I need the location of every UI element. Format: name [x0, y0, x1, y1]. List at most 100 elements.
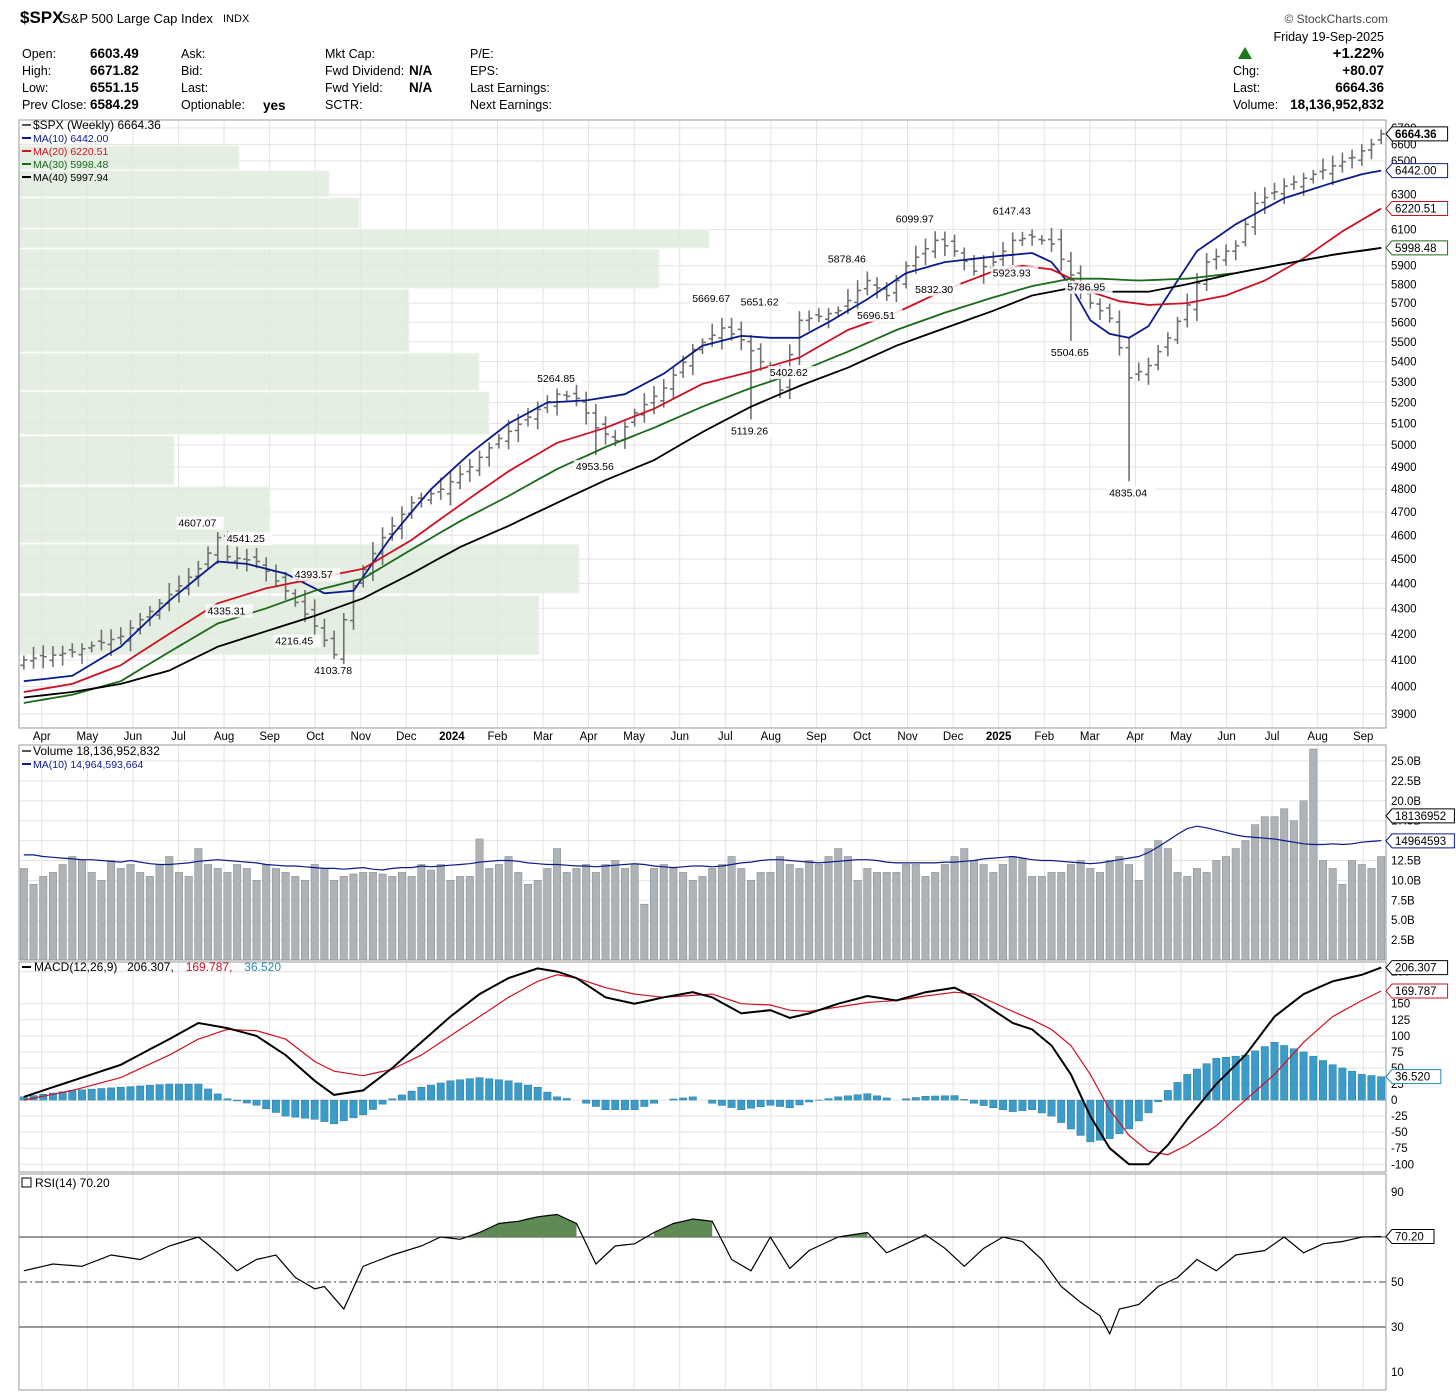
ohlc-bar — [1280, 178, 1288, 205]
volume-bar — [68, 856, 77, 961]
ohlc-bar — [825, 308, 833, 329]
volume-bar — [679, 872, 688, 961]
macd-histogram-bar — [1319, 1060, 1327, 1101]
ohlc-bar — [999, 242, 1007, 267]
volume-bar — [591, 872, 600, 961]
volume-bar — [310, 864, 319, 961]
macd-histogram-bar — [1251, 1050, 1260, 1101]
x-axis-label: Oct — [306, 731, 325, 743]
ohlc-bar — [427, 489, 435, 505]
last-value: 6664.36 — [1335, 80, 1384, 95]
volume-bar — [339, 876, 348, 961]
y-tick-label: 3900 — [1391, 709, 1417, 721]
macd-histogram-bar — [640, 1099, 649, 1107]
price-panel: 3900 4000 4100 4200 4300 4400 4500 4600 4700 4800… — [18, 118, 1449, 743]
volume-bar — [950, 856, 959, 961]
volume-by-price-bar — [18, 391, 490, 435]
macd-histogram-bar — [1115, 1099, 1124, 1135]
annotation-bg — [1048, 345, 1097, 359]
macd-histogram-bar — [1037, 1099, 1046, 1114]
macd-histogram-bar — [650, 1099, 658, 1104]
volume-bar — [921, 876, 930, 961]
ohlc-bar — [233, 546, 241, 570]
ohlc-bar — [1212, 248, 1220, 270]
y-tick-label: -100 — [1391, 1159, 1414, 1171]
price-annotation: 5923.93 — [993, 267, 1031, 279]
volume-bar — [174, 872, 183, 961]
volume-bar — [494, 864, 503, 961]
ohlc-bar — [505, 419, 513, 450]
x-axis-label: Oct — [853, 731, 872, 743]
ohlc-bar — [1067, 252, 1075, 341]
volume-bar — [145, 876, 154, 961]
macd-histogram-bar — [1193, 1068, 1201, 1101]
macd-histogram-bar — [1241, 1054, 1250, 1101]
y-tick-label: 5600 — [1391, 317, 1417, 329]
macd-histogram-bar — [213, 1093, 222, 1101]
value-flag — [1385, 126, 1449, 142]
y-tick-label: 5200 — [1391, 398, 1417, 410]
y-tick-label: 50 — [1391, 1277, 1404, 1289]
volume-bar — [78, 860, 87, 961]
ohlc-bar — [1290, 175, 1298, 190]
brand-watermark[interactable]: © StockCharts.com — [1284, 12, 1388, 26]
volume-bar — [1348, 860, 1357, 961]
high-label: High: — [22, 64, 52, 78]
macd-histogram-bar — [1076, 1099, 1085, 1136]
volume-bar — [1231, 848, 1240, 961]
macd-histogram-bar — [87, 1088, 96, 1101]
ohlc-bar — [534, 401, 542, 430]
y-tick-label: 5100 — [1391, 419, 1417, 431]
y-tick-label: 25.0B — [1391, 756, 1421, 768]
quote-date: Friday 19-Sep-2025 — [1273, 30, 1384, 44]
macd-histogram-bar — [1066, 1099, 1075, 1130]
volume-by-price-bar — [18, 289, 410, 353]
value-flag — [1385, 240, 1449, 256]
volume-bar — [640, 903, 649, 961]
ohlc-bar — [902, 261, 910, 289]
y-tick-label: 22.5B — [1391, 776, 1421, 788]
volume-bar — [882, 872, 891, 961]
volume-bar — [1183, 876, 1192, 961]
panel-frame — [18, 1173, 1387, 1391]
volume-bar — [1163, 848, 1172, 961]
ohlc-bar — [68, 643, 76, 658]
volume-bar — [698, 876, 707, 961]
volume-bar — [456, 876, 465, 961]
macd-panel: -100-75-50-250255075100125150200MACD(12,… — [18, 960, 1449, 1173]
value-flag-text: 169.787 — [1395, 986, 1437, 998]
symbol: $SPX — [20, 8, 64, 27]
annotation-bg — [990, 204, 1039, 218]
volume-bar — [1222, 856, 1231, 961]
volume-bar — [805, 860, 814, 961]
volume-bar — [436, 864, 445, 961]
open-value: 6603.49 — [90, 46, 139, 61]
ohlc-bar — [1048, 227, 1056, 252]
macd-histogram-bar — [175, 1083, 183, 1101]
ohlc-bar — [330, 630, 338, 659]
panel-frame — [18, 744, 1387, 961]
volume-bar — [582, 864, 591, 961]
macd-histogram-bar — [1134, 1099, 1143, 1122]
annotation-bg — [273, 634, 321, 648]
volume-bar — [281, 872, 290, 961]
y-tick-label: 5400 — [1391, 357, 1417, 369]
macd-histogram-bar — [960, 1099, 969, 1101]
y-tick-label: 20.0B — [1391, 796, 1421, 808]
volume-bar — [1270, 816, 1279, 961]
ohlc-bar — [476, 450, 484, 477]
ohlc-bar — [253, 548, 261, 569]
value-flag — [1385, 1229, 1435, 1245]
ohlc-bar — [863, 271, 871, 296]
y-tick-label: 90 — [1391, 1187, 1404, 1199]
price-annotation: 5402.62 — [770, 367, 808, 379]
macd-histogram-bar — [330, 1099, 339, 1125]
volume-bar — [58, 864, 67, 961]
y-tick-label: 150 — [1391, 999, 1410, 1011]
legend-entry: RSI(14) 70.20 — [35, 1176, 110, 1190]
volume-bar — [1367, 868, 1376, 961]
ohlc-bar — [960, 247, 968, 271]
x-axis-label: Jul — [171, 731, 186, 743]
price-annotation: 4541.25 — [227, 533, 265, 545]
